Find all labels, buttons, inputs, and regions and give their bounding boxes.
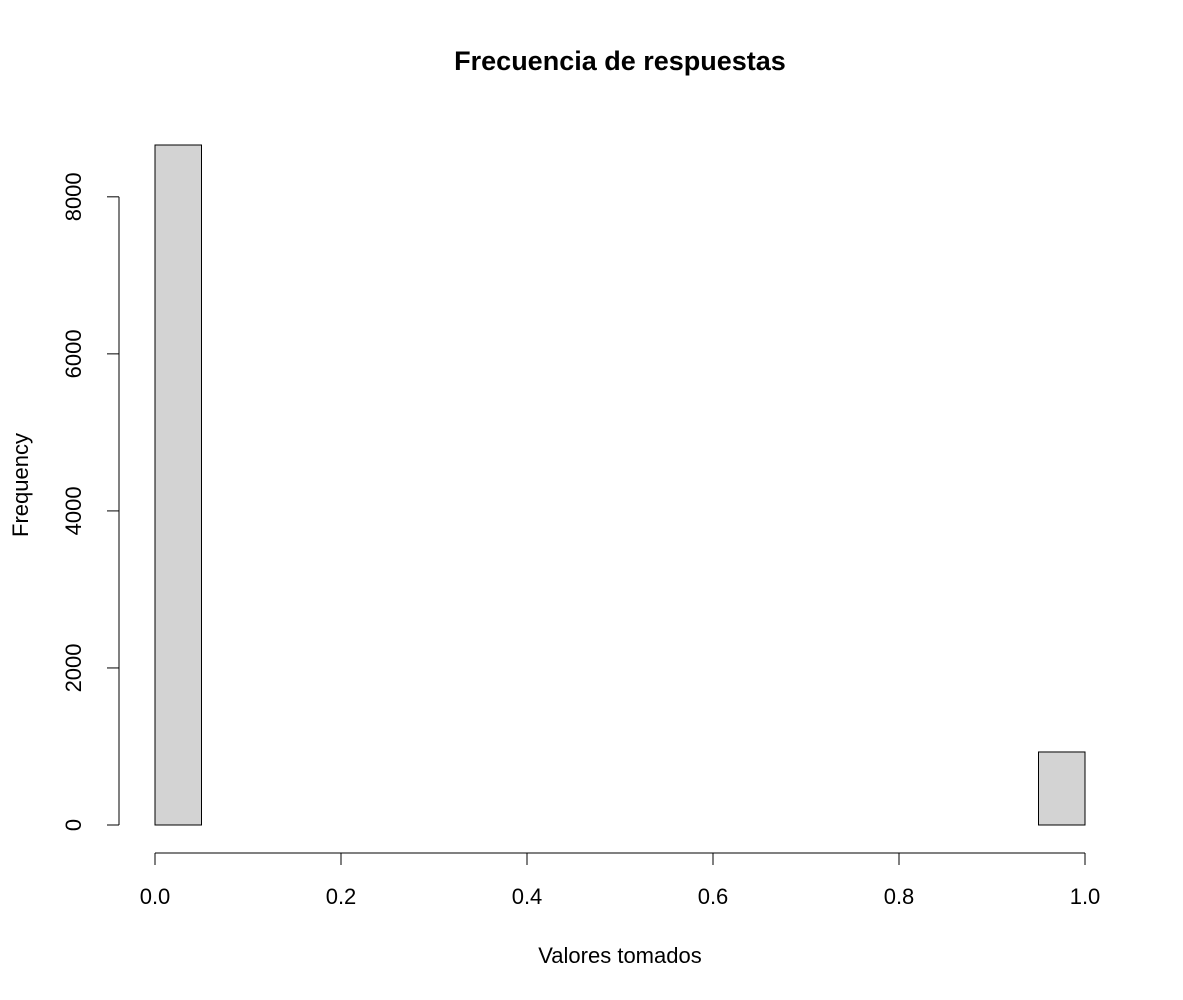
y-tick-label: 2000 (61, 643, 86, 692)
y-tick-label: 8000 (61, 172, 86, 221)
x-axis-label: Valores tomados (538, 943, 701, 968)
chart-title: Frecuencia de respuestas (454, 46, 786, 76)
x-tick-label: 0.6 (698, 884, 729, 909)
x-tick-label: 0.4 (512, 884, 543, 909)
histogram-bar-1 (1038, 751, 1086, 826)
x-tick-label: 0.2 (326, 884, 357, 909)
y-axis-label: Frequency (8, 433, 33, 537)
y-tick-label: 4000 (61, 486, 86, 535)
x-tick-label: 0.0 (140, 884, 171, 909)
x-tick-label: 1.0 (1070, 884, 1101, 909)
y-tick-label: 6000 (61, 329, 86, 378)
y-tick-label: 0 (61, 819, 86, 831)
histogram-bar-0 (154, 144, 202, 826)
x-axis: 0.0 0.2 0.4 0.6 0.8 1.0 (140, 852, 1101, 909)
x-tick-label: 0.8 (884, 884, 915, 909)
bars-group (154, 144, 1086, 826)
y-axis: 0 2000 4000 6000 8000 (61, 172, 120, 831)
